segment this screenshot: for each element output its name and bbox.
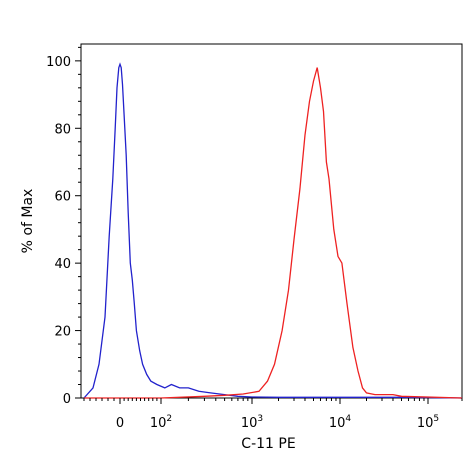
x-tick-label: 104: [329, 414, 352, 431]
x-tick-label: 103: [241, 414, 263, 431]
y-tick-label: 60: [54, 190, 71, 205]
y-axis-label: % of Max: [20, 189, 36, 254]
y-tick-label: 20: [54, 325, 71, 340]
x-axis-label: C-11 PE: [241, 436, 295, 452]
x-tick-label: 102: [150, 414, 172, 431]
y-tick-label: 0: [63, 392, 71, 407]
series-line-1: [83, 62, 463, 399]
plot-frame: [80, 43, 463, 399]
series-layer: [83, 62, 463, 399]
series-line-2: [84, 67, 463, 399]
x-axis: 0 102 103 104 105: [83, 398, 463, 431]
y-tick-label: 100: [46, 55, 71, 70]
y-tick-label: 40: [54, 257, 71, 272]
y-tick-label: 80: [54, 122, 71, 137]
y-axis: 0 20 40 60 80 100: [46, 46, 81, 407]
x-tick-label: 0: [116, 416, 124, 431]
x-tick-label: 105: [417, 414, 439, 431]
